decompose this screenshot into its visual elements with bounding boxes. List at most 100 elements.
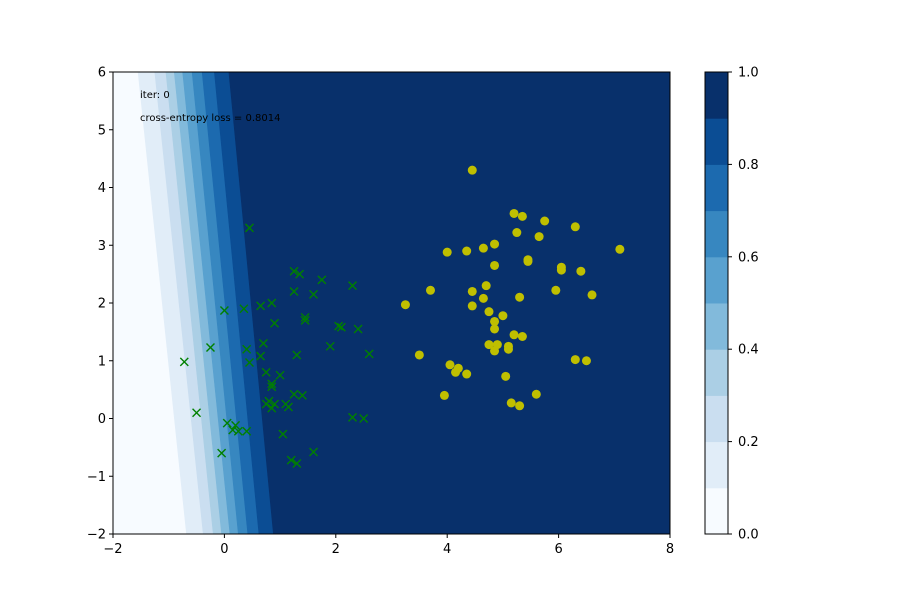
data-point-circle [400,300,410,310]
data-point-circle [506,398,516,408]
data-point-x [289,266,299,276]
contour-band [191,72,249,534]
colorbar-segment [705,441,728,489]
data-point-x [219,306,229,316]
colorbar-tick-label: 1.0 [738,66,759,81]
data-point-x [267,382,277,392]
contour-band [228,72,670,534]
data-point-circle [587,290,597,300]
data-point-x [325,341,335,351]
data-point-x [231,420,241,430]
data-point-x [179,357,189,367]
data-point-circle [490,316,500,326]
data-point-circle [540,216,550,226]
colorbar-segment [705,487,728,535]
data-point-circle [515,401,525,411]
y-tick-label: 0 [98,412,106,427]
data-point-circle [490,260,500,270]
data-point-circle [484,340,494,350]
colorbar-tick-label: 0.4 [738,343,759,358]
data-point-circle [517,211,527,221]
data-point-circle [501,371,511,381]
data-point-x [309,289,319,299]
data-point-circle [490,324,500,334]
data-point-x [267,298,277,308]
data-point-x [239,304,249,314]
data-point-x [244,223,254,233]
contour-band [173,72,231,534]
data-point-x [256,301,266,311]
y-tick-label: 6 [98,66,106,81]
data-point-x [292,459,302,469]
data-point-x [300,315,310,325]
data-point-x [348,281,358,291]
data-point-circle [442,247,452,257]
x-tick-label: 6 [554,542,562,557]
y-tick-label: 1 [98,354,106,369]
data-point-x [233,426,243,436]
data-point-circle [490,239,500,249]
colorbar-tick-label: 0.6 [738,250,759,265]
data-point-x [267,379,277,389]
data-point-circle [509,208,519,218]
contour-band [113,72,187,534]
x-axis: −2 0 2 4 6 8 [103,534,674,557]
data-point-x [334,321,344,331]
colorbar-segment [705,256,728,304]
data-point-circle [531,389,541,399]
data-point-x [261,367,271,377]
data-point-x [258,338,268,348]
data-point-x [289,389,299,399]
data-point-x [261,399,271,409]
colorbar-segment [705,210,728,258]
data-point-circle [467,286,477,296]
y-tick-label: −1 [87,470,106,485]
data-point-circle [462,246,472,256]
data-point-circle [481,281,491,291]
iter-annotation: iter: 0 [140,90,170,101]
data-point-x [353,324,363,334]
colorbar-frame [704,71,729,535]
y-tick-label: −2 [87,528,106,543]
data-point-circle [490,346,500,356]
data-point-circle [534,232,544,242]
data-point-circle [467,301,477,311]
y-tick-label: 4 [98,181,106,196]
data-point-circle [615,244,625,254]
data-point-x [244,357,254,367]
data-point-circle [478,243,488,253]
y-tick-label: 5 [98,123,106,138]
loss-annotation: cross-entropy loss = 0.8014 [140,113,280,124]
data-point-x [242,344,252,354]
data-point-x [222,418,232,428]
data-point-x [267,403,277,413]
colorbar-tick-label: 0.2 [738,435,759,450]
data-point-x [286,455,296,465]
x-tick-label: 8 [666,542,674,557]
data-point-x [217,448,227,458]
data-point-x [289,286,299,296]
contour-band [165,72,222,534]
data-point-circle [498,311,508,321]
data-point-circle [462,369,472,379]
data-point-circle [509,330,519,340]
x-tick-label: 0 [220,542,228,557]
y-tick-label: 3 [98,239,106,254]
data-point-x [292,350,302,360]
colorbar-tick-label: 0.8 [738,158,759,173]
data-point-circle [445,360,455,370]
y-axis: −2 −1 0 1 2 3 4 5 6 [87,66,113,543]
contour-band [201,72,260,534]
data-point-circle [581,356,591,366]
data-point-x [317,275,327,285]
colorbar-segment [705,72,728,119]
x-tick-label: −2 [103,542,122,557]
data-point-x [205,342,215,352]
data-point-circle [515,292,525,302]
data-point-circle [570,355,580,365]
colorbar-segment [705,164,728,212]
data-point-x [295,269,305,279]
colorbar-segment [705,395,728,443]
data-point-circle [523,256,533,266]
y-tick-label: 2 [98,297,106,312]
